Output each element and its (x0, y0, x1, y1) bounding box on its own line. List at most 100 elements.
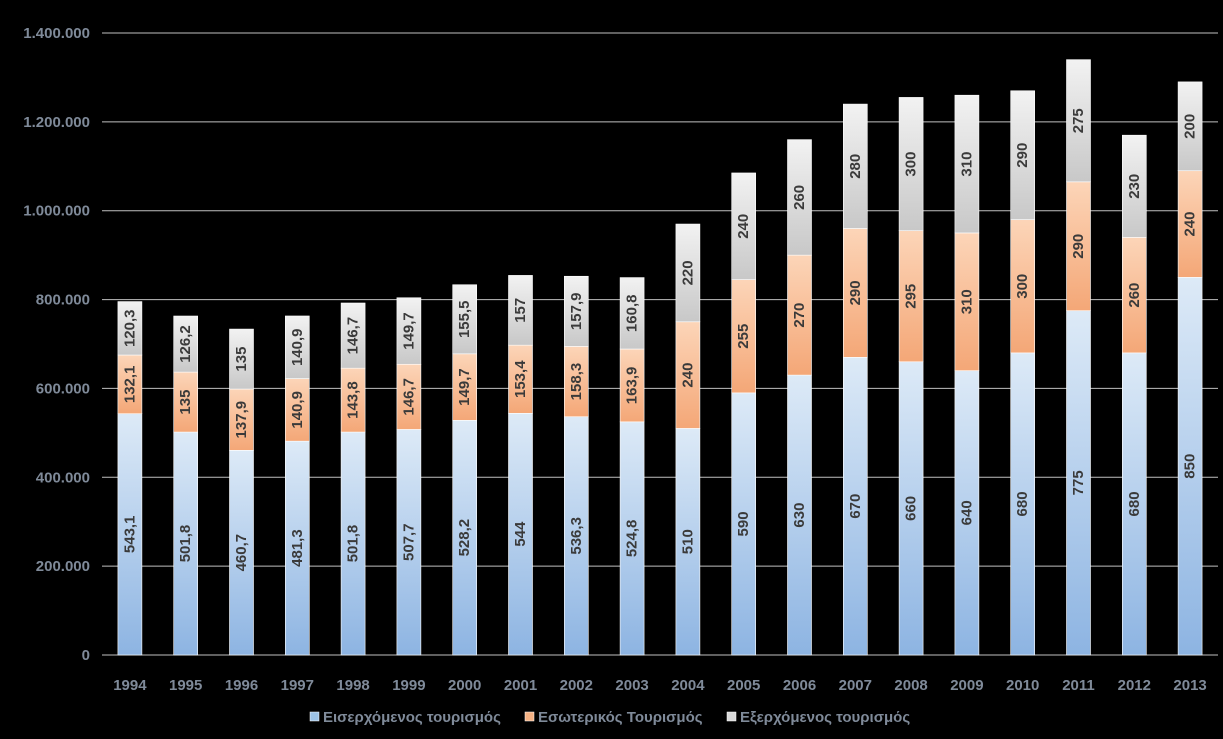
bar (731, 279, 757, 394)
bar-segment: 137,9 (229, 388, 254, 451)
data-label: 300 (903, 152, 920, 177)
bar-segment: 544 (508, 413, 533, 656)
bar-segment: 310 (954, 94, 980, 234)
bar-segment: 536,3 (563, 416, 589, 656)
bar (1177, 170, 1203, 278)
x-tick-label: 2007 (839, 677, 872, 694)
bar (396, 297, 422, 365)
bar (229, 328, 254, 390)
bar (787, 139, 812, 256)
data-label: 135 (233, 347, 250, 372)
bar-segment: 670 (842, 357, 868, 656)
bar-segment: 290 (1066, 181, 1091, 311)
x-tick-label: 2003 (615, 677, 648, 694)
bar-segment: 507,7 (396, 429, 422, 656)
x-tick-label: 2000 (448, 677, 481, 694)
data-label: 507,7 (400, 523, 417, 561)
data-label: 163,9 (624, 367, 641, 405)
data-label: 528,2 (456, 519, 473, 557)
bar (1122, 352, 1147, 656)
x-tick-label: 2005 (727, 677, 760, 694)
x-tick-label: 2008 (894, 677, 927, 694)
bar (284, 440, 310, 656)
bars: 543,1 132,1 120,3 501,8 135 126,2 460,7 137,9 13… (117, 59, 1203, 656)
legend-swatch (524, 711, 535, 722)
bar-segment: 524,8 (619, 421, 645, 656)
bar-segment: 660 (898, 361, 924, 656)
bar-segment: 501,8 (173, 431, 198, 656)
y-tick-label: 1.200.000 (23, 114, 90, 131)
data-label: 157 (512, 298, 529, 323)
y-tick-label: 800.000 (36, 292, 90, 309)
x-axis: 1994 1995 1996 1997 1998 1999 2000 2001 2002 2003… (113, 677, 1207, 694)
bar (117, 301, 143, 356)
bar (731, 392, 757, 656)
x-tick-label: 2004 (671, 677, 705, 694)
legend-label: Εσωτερικός Τουρισμός (538, 709, 703, 726)
bar-segment: 200 (1177, 81, 1203, 172)
bar (1066, 181, 1091, 311)
bar-segment: 528,2 (452, 420, 478, 656)
data-label: 120,3 (121, 310, 138, 348)
y-axis: 0 200.000 400.000 600.000 800.000 1.000.000 1.… (23, 25, 90, 664)
data-label: 149,7 (456, 368, 473, 406)
data-label: 157,9 (568, 293, 585, 331)
bar-segment: 255 (731, 279, 757, 394)
bar-segment: 160,8 (619, 277, 645, 350)
bar-segment: 135 (229, 328, 254, 390)
data-label: 481,3 (289, 529, 306, 567)
y-tick-label: 1.000.000 (23, 203, 90, 220)
bar (563, 346, 589, 418)
bar-segment: 680 (1122, 352, 1147, 656)
data-label: 146,7 (400, 378, 417, 416)
bar (842, 103, 868, 229)
bar (452, 284, 478, 355)
data-label: 153,4 (512, 360, 529, 398)
data-label: 460,7 (233, 534, 250, 572)
data-label: 640 (958, 500, 975, 525)
bar-segment: 240 (1177, 170, 1203, 278)
bar (1010, 219, 1036, 354)
legend-label: Εξερχόμενος τουρισμός (740, 709, 910, 726)
data-label: 200 (1182, 114, 1199, 139)
bar-segment: 135 (173, 371, 198, 433)
bar-segment: 260 (787, 139, 812, 256)
bar-segment: 163,9 (619, 348, 645, 423)
bar (954, 370, 980, 656)
legend-swatch (309, 711, 320, 722)
data-label: 126,2 (177, 325, 194, 363)
data-label: 140,9 (289, 328, 306, 366)
bar (340, 431, 366, 656)
data-label: 146,7 (345, 317, 362, 355)
bar (452, 353, 478, 421)
x-tick-label: 1998 (336, 677, 369, 694)
bar (619, 277, 645, 350)
bar-segment: 143,8 (340, 367, 366, 433)
bar-segment: 240 (675, 321, 701, 429)
legend-item: Εξερχόμενος τουρισμός (726, 709, 910, 726)
bar-segment: 146,7 (340, 302, 366, 369)
data-label: 149,7 (400, 312, 417, 350)
data-label: 310 (958, 289, 975, 314)
bar-segment: 481,3 (284, 440, 310, 656)
data-label: 137,9 (233, 401, 250, 439)
bar-segment: 126,2 (173, 315, 198, 373)
bar (284, 378, 310, 442)
bar-segment: 146,7 (396, 363, 422, 430)
data-label: 536,3 (568, 517, 585, 555)
gridlines (102, 32, 1218, 656)
bar (898, 97, 924, 232)
data-label: 630 (791, 503, 808, 528)
data-label: 590 (735, 511, 752, 536)
bar-segment: 149,7 (452, 353, 478, 421)
data-label: 775 (1070, 470, 1087, 495)
bar (787, 374, 812, 656)
bar (340, 367, 366, 433)
data-label: 260 (791, 185, 808, 210)
data-label: 543,1 (121, 516, 138, 554)
legend-item: Εσωτερικός Τουρισμός (524, 709, 703, 726)
bar (1177, 81, 1203, 172)
bar (173, 315, 198, 373)
bar-segment: 295 (898, 230, 924, 363)
bar (173, 371, 198, 433)
